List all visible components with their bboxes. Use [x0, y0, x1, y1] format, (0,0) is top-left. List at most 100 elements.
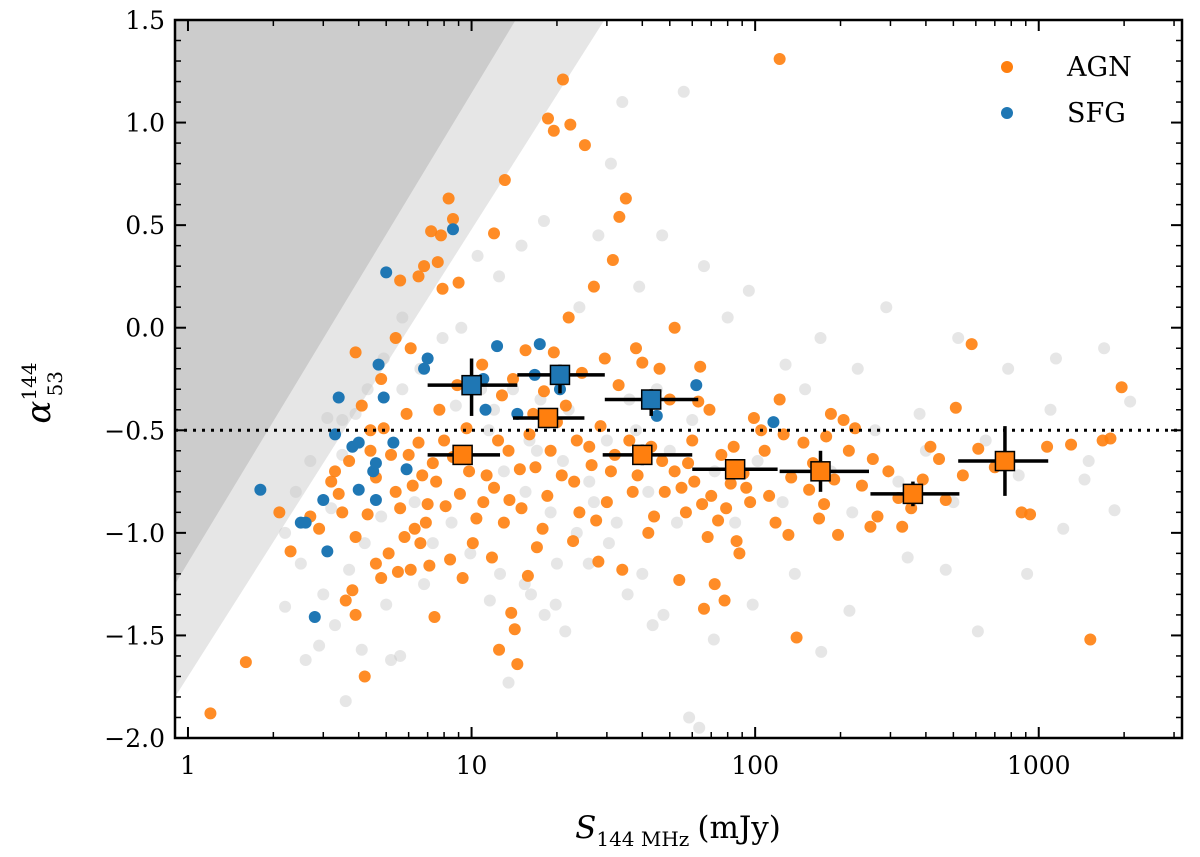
- sfg-point: [377, 391, 390, 404]
- agn-point: [537, 385, 550, 398]
- background-point: [843, 604, 856, 617]
- agn-point: [436, 282, 449, 295]
- agn-point: [456, 571, 469, 584]
- agn-point: [828, 473, 841, 486]
- agn-point: [355, 399, 368, 412]
- background-point: [375, 510, 388, 523]
- agn-point: [547, 346, 560, 359]
- background-point: [445, 516, 458, 529]
- x-tick-label: 100: [731, 751, 779, 780]
- y-tick-label: 1.5: [125, 6, 165, 35]
- y-axis-label-sup: 144: [17, 362, 41, 400]
- agn-point: [871, 510, 884, 523]
- background-point: [939, 563, 952, 576]
- agn-point: [949, 401, 962, 414]
- legend-label-sfg: SFG: [1067, 98, 1126, 129]
- agn-point: [477, 496, 490, 509]
- background-point: [799, 383, 812, 396]
- background-point: [602, 537, 615, 550]
- background-point: [683, 711, 696, 724]
- background-point: [604, 157, 617, 170]
- agn-point: [733, 547, 746, 560]
- agn-point: [547, 124, 560, 137]
- agn-point: [529, 461, 542, 474]
- agn-point: [855, 479, 868, 492]
- legend-marker-agn: [1001, 61, 1013, 73]
- background-point: [538, 608, 551, 621]
- background-point: [1021, 567, 1034, 580]
- agn-point: [530, 541, 543, 554]
- background-point: [1078, 473, 1091, 486]
- agn-point: [562, 311, 575, 324]
- x-tick-label: 1000: [1007, 751, 1071, 780]
- agn-point: [426, 457, 439, 470]
- sfg-point: [254, 483, 267, 496]
- agn-point: [896, 520, 909, 533]
- background-point: [449, 399, 462, 412]
- agn-point: [573, 506, 586, 519]
- background-point: [361, 383, 374, 396]
- sfg-point: [369, 457, 382, 470]
- agn-point: [790, 631, 803, 644]
- background-point: [436, 331, 449, 344]
- background-point: [697, 260, 710, 273]
- agn-point: [668, 321, 681, 334]
- sfg-point: [421, 352, 434, 365]
- agn-point: [382, 547, 395, 560]
- agn-point: [724, 477, 737, 490]
- agn-point: [239, 656, 252, 669]
- agn-point: [497, 516, 510, 529]
- agn-point: [675, 481, 688, 494]
- agn-point: [375, 571, 388, 584]
- agn-point: [485, 551, 498, 564]
- agn-point: [361, 508, 374, 521]
- background-point: [494, 567, 507, 580]
- background-point: [656, 229, 669, 242]
- background-point: [396, 383, 409, 396]
- y-axis-label: α144 53: [17, 362, 67, 423]
- agn-point: [837, 414, 850, 427]
- sfg-point: [418, 362, 431, 375]
- agn-point: [430, 475, 443, 488]
- background-point: [746, 598, 759, 611]
- background-point: [483, 594, 496, 607]
- background-point: [742, 284, 755, 297]
- background-point: [418, 578, 431, 591]
- agn-point: [332, 487, 345, 500]
- background-point: [646, 619, 659, 632]
- y-axis-label-sub: 53: [43, 371, 67, 396]
- background-point: [952, 331, 965, 344]
- background-point: [537, 215, 550, 228]
- agn-point: [329, 465, 342, 478]
- agn-point: [442, 192, 455, 205]
- background-point: [592, 229, 605, 242]
- background-point: [408, 496, 421, 509]
- agn-point: [541, 489, 554, 502]
- agn-point: [882, 465, 895, 478]
- background-point: [524, 588, 537, 601]
- sfg-point: [372, 358, 385, 371]
- agn-point: [444, 553, 457, 566]
- sfg-bin-marker: [640, 389, 662, 410]
- agn-point: [434, 229, 447, 242]
- agn-point: [492, 434, 505, 447]
- agn-point: [488, 227, 501, 240]
- background-point: [1049, 352, 1062, 365]
- background-point: [600, 434, 613, 447]
- agn-point: [349, 608, 362, 621]
- background-point: [343, 563, 356, 576]
- agn-point: [656, 455, 669, 468]
- agn-point: [688, 475, 701, 488]
- agn-point: [623, 434, 636, 447]
- background-point: [515, 239, 528, 252]
- x-axis-label-unit: (mJy): [697, 810, 781, 846]
- agn-point: [575, 366, 588, 379]
- background-point: [317, 588, 330, 601]
- sfg-point: [369, 494, 382, 507]
- agn-point: [369, 557, 382, 570]
- agn-point: [769, 516, 782, 529]
- agn-point: [446, 212, 459, 225]
- agn-point: [349, 530, 362, 543]
- agn-point: [541, 112, 554, 125]
